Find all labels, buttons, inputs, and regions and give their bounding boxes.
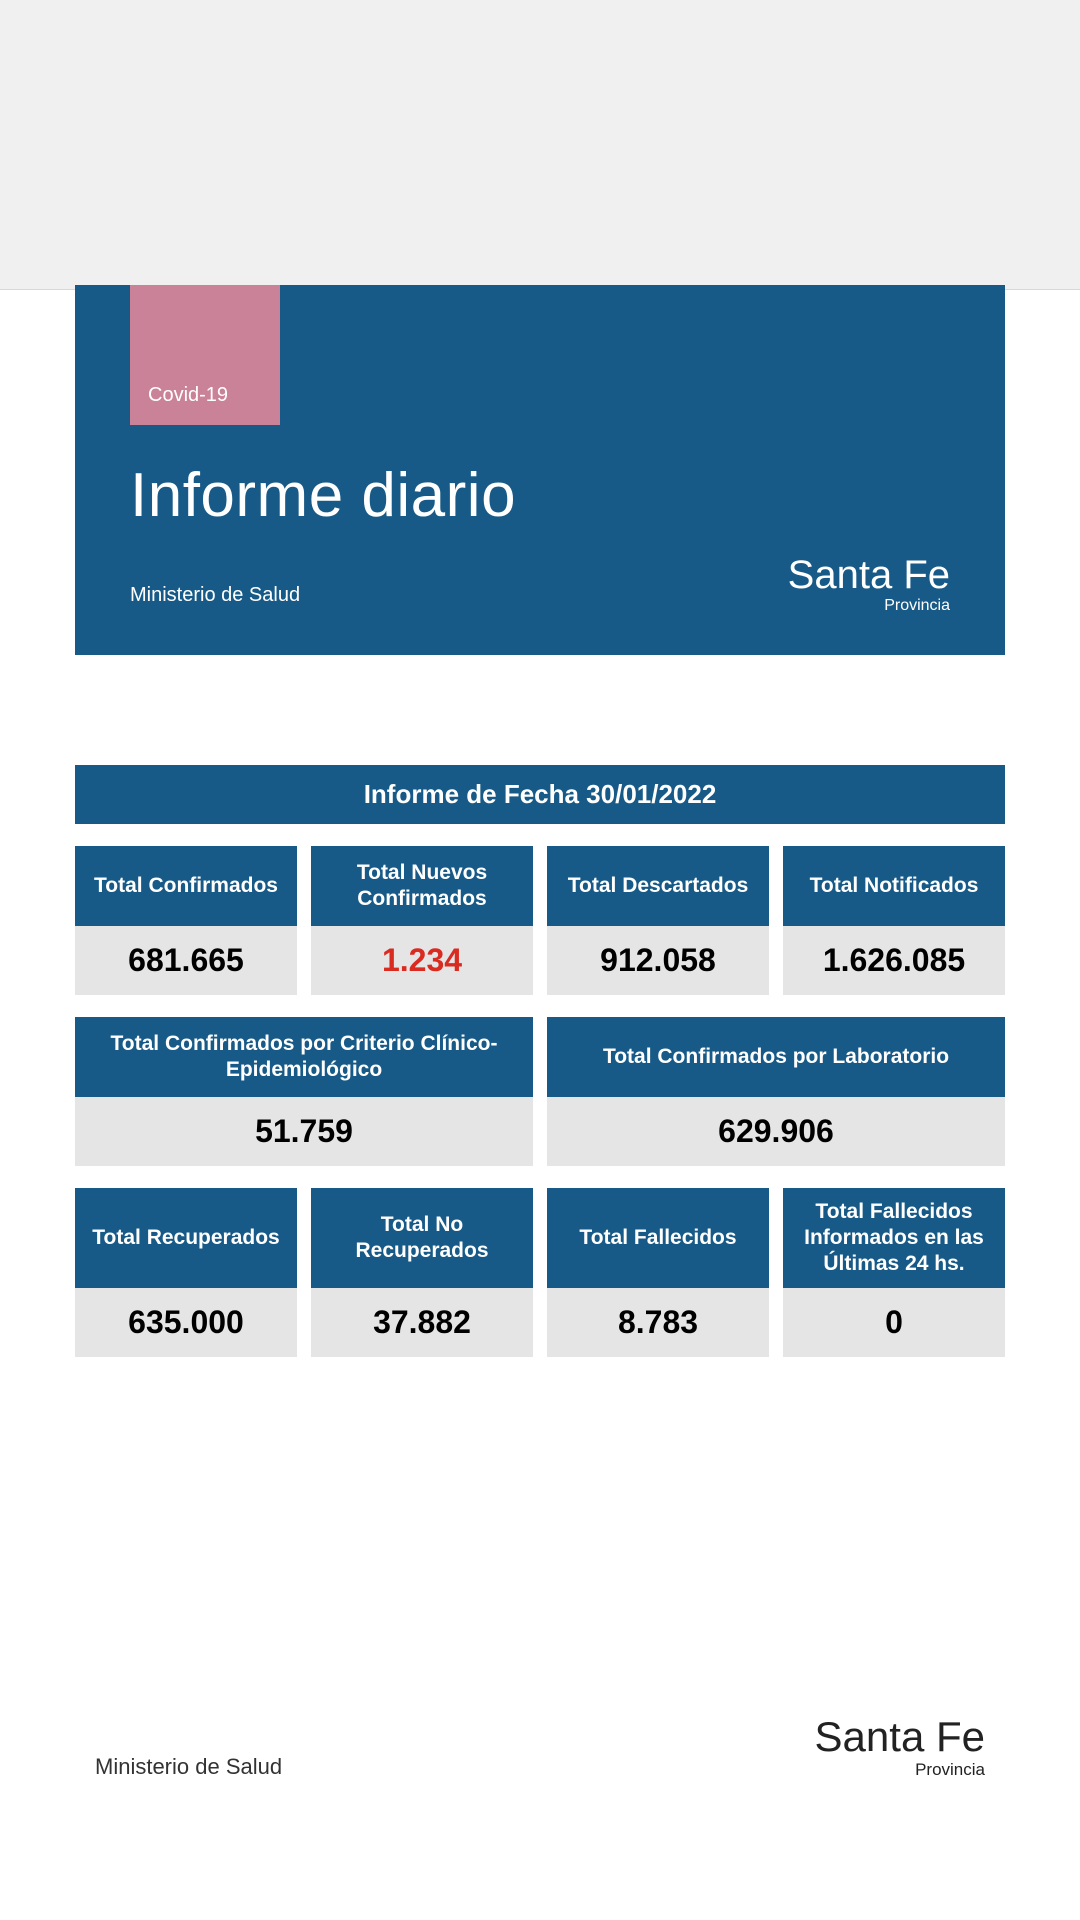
stat-value: 629.906	[547, 1097, 1005, 1166]
footer-logo-main: Santa Fe	[815, 1716, 985, 1758]
footer-logo: Santa Fe Provincia	[815, 1716, 985, 1780]
stat-value: 8.783	[547, 1288, 769, 1357]
stat-label: Total Fallecidos	[547, 1188, 769, 1288]
stat-box: Total No Recuperados 37.882	[311, 1188, 533, 1357]
stat-box: Total Confirmados por Criterio Clínico-E…	[75, 1017, 533, 1166]
stat-label: Total Fallecidos Informados en las Últim…	[783, 1188, 1005, 1288]
stat-label: Total Nuevos Confirmados	[311, 846, 533, 926]
stat-label: Total Confirmados	[75, 846, 297, 926]
header-title: Informe diario	[130, 460, 516, 531]
stat-label: Total Confirmados por Laboratorio	[547, 1017, 1005, 1097]
logo-sub: Provincia	[788, 597, 950, 615]
stat-label: Total Recuperados	[75, 1188, 297, 1288]
header-logo: Santa Fe Provincia	[788, 555, 950, 615]
stat-value: 51.759	[75, 1097, 533, 1166]
covid-tag: Covid-19	[130, 285, 280, 425]
stat-value: 37.882	[311, 1288, 533, 1357]
stat-row-1: Total Confirmados 681.665 Total Nuevos C…	[75, 846, 1005, 995]
stat-box: Total Confirmados por Laboratorio 629.90…	[547, 1017, 1005, 1166]
content-wrap: Covid-19 Informe diario Ministerio de Sa…	[0, 285, 1080, 1357]
stat-box: Total Fallecidos Informados en las Últim…	[783, 1188, 1005, 1357]
top-gray-area	[0, 0, 1080, 290]
header-card: Covid-19 Informe diario Ministerio de Sa…	[75, 285, 1005, 655]
footer-ministry: Ministerio de Salud	[95, 1754, 282, 1780]
stat-label: Total Notificados	[783, 846, 1005, 926]
header-subtitle: Ministerio de Salud	[130, 584, 300, 607]
footer: Ministerio de Salud Santa Fe Provincia	[0, 1716, 1080, 1780]
stat-row-3: Total Recuperados 635.000 Total No Recup…	[75, 1188, 1005, 1357]
stat-box: Total Confirmados 681.665	[75, 846, 297, 995]
stat-value: 912.058	[547, 926, 769, 995]
stat-box: Total Recuperados 635.000	[75, 1188, 297, 1357]
stat-box: Total Notificados 1.626.085	[783, 846, 1005, 995]
stat-box: Total Fallecidos 8.783	[547, 1188, 769, 1357]
logo-main: Santa Fe	[788, 555, 950, 595]
stat-label: Total No Recuperados	[311, 1188, 533, 1288]
stat-value: 1.626.085	[783, 926, 1005, 995]
stat-row-2: Total Confirmados por Criterio Clínico-E…	[75, 1017, 1005, 1166]
stat-box: Total Nuevos Confirmados 1.234	[311, 846, 533, 995]
stat-box: Total Descartados 912.058	[547, 846, 769, 995]
date-banner: Informe de Fecha 30/01/2022	[75, 765, 1005, 824]
covid-tag-label: Covid-19	[148, 384, 228, 407]
stat-value: 635.000	[75, 1288, 297, 1357]
stat-value: 681.665	[75, 926, 297, 995]
stat-label: Total Descartados	[547, 846, 769, 926]
stat-value: 0	[783, 1288, 1005, 1357]
stat-label: Total Confirmados por Criterio Clínico-E…	[75, 1017, 533, 1097]
stat-value: 1.234	[311, 926, 533, 995]
footer-logo-sub: Provincia	[815, 1760, 985, 1780]
